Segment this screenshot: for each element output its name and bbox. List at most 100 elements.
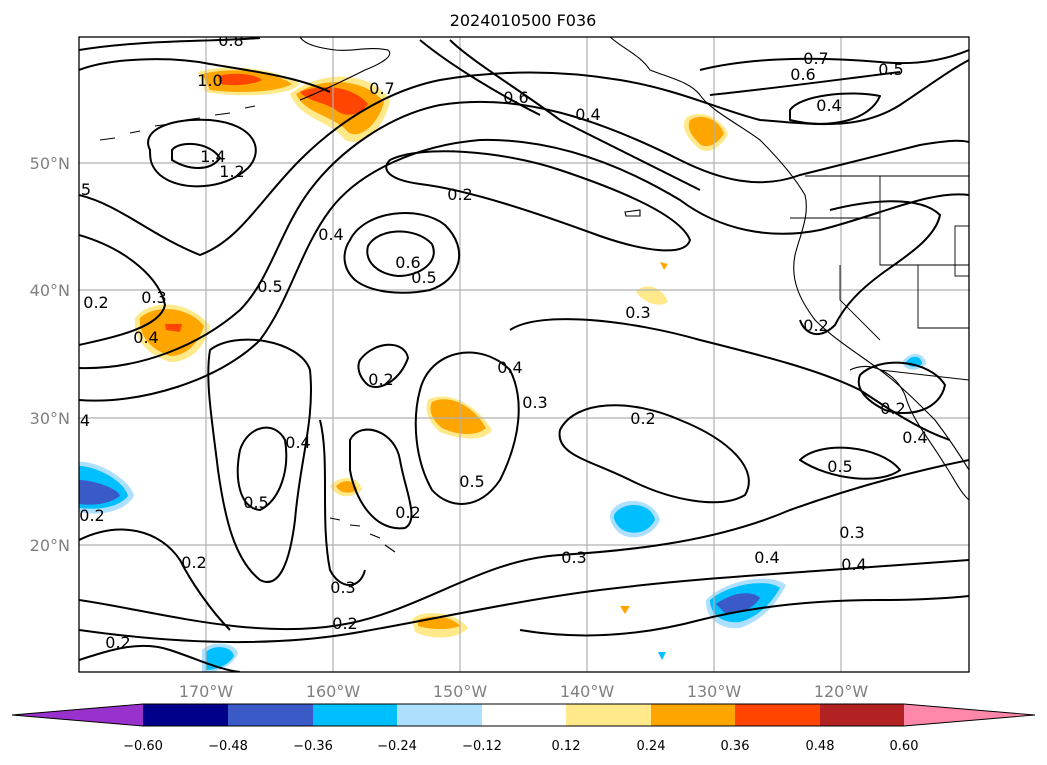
lat-label-40n: 40°N <box>30 281 70 300</box>
contour-label: 0.2 <box>447 185 472 204</box>
colorbar-tick-label: −0.36 <box>293 739 333 754</box>
lat-label-30n: 30°N <box>30 409 70 428</box>
contour-label: 1.0 <box>197 71 222 90</box>
contour-label: 0.2 <box>368 370 393 389</box>
positive-anomaly-core <box>165 324 182 332</box>
contour-line <box>79 559 969 643</box>
contour-line <box>79 138 969 402</box>
longitude-axis: 170°W 160°W 150°W 140°W 130°W 120°W <box>179 682 869 701</box>
positive-anomaly-core <box>218 73 262 86</box>
contour-label: 0.4 <box>754 548 779 567</box>
contour-label: 0.2 <box>79 506 104 525</box>
contour-line <box>799 446 901 480</box>
latitude-axis: 50°N 40°N 30°N 20°N <box>30 154 70 555</box>
contour-line <box>419 39 541 116</box>
contour-label: 0.5 <box>878 60 903 79</box>
contour-label: 0.5 <box>243 493 268 512</box>
contour-line <box>79 58 331 93</box>
contour-label: 0.5 <box>411 268 436 287</box>
contour-label: 0.3 <box>522 393 547 412</box>
colorbar-segment <box>735 704 820 726</box>
contour-label: 0.3 <box>839 523 864 542</box>
contour-label: 0.2 <box>803 316 828 335</box>
positive-anomaly-area <box>636 286 668 305</box>
colorbar-segment <box>482 704 566 726</box>
positive-anomaly-area <box>336 481 357 493</box>
map-title: 2024010500 F036 <box>450 11 597 30</box>
colorbar-tick-label: 0.48 <box>806 739 835 754</box>
colorbar-segment <box>143 704 228 726</box>
island-outline <box>624 209 641 217</box>
contour-line <box>79 59 969 256</box>
colorbar-segment <box>566 704 651 726</box>
contour-label: 0.4 <box>318 225 343 244</box>
lon-label-160w: 160°W <box>306 682 361 701</box>
contour-line <box>357 343 409 388</box>
contour-line <box>79 100 969 370</box>
contour-line <box>799 200 941 335</box>
contour-label: 0.4 <box>841 555 866 574</box>
contour-line <box>366 230 435 277</box>
colorbar-tick-label: −0.60 <box>123 739 163 754</box>
contour-line <box>79 234 166 346</box>
contour-label: 0.3 <box>141 288 166 307</box>
contour-line <box>79 644 241 672</box>
contour-line <box>449 39 701 191</box>
positive-anomaly-area <box>620 606 630 614</box>
contour-label: 0.6 <box>790 65 815 84</box>
contour-label: 0.5 <box>827 457 852 476</box>
contour-label: 0.3 <box>561 548 586 567</box>
contour-label: 0.8 <box>218 31 243 50</box>
contour-label: 0.7 <box>803 49 828 68</box>
contour-label: 0.2 <box>83 293 108 312</box>
contour-line <box>349 428 413 530</box>
lon-label-150w: 150°W <box>433 682 488 701</box>
contour-label: 5 <box>81 180 91 199</box>
positive-anomaly-area <box>688 116 724 147</box>
contour-line <box>519 595 969 637</box>
positive-anomaly-area <box>660 262 668 270</box>
colorbar-segment <box>313 704 397 726</box>
contour-line <box>414 351 520 505</box>
contour-label: 0.4 <box>285 433 310 452</box>
colorbar-tick-label: 0.24 <box>637 739 666 754</box>
map-panel: 0.8 1.0 0.7 0.7 0.6 0.5 0.4 0.6 0.4 1.4 … <box>79 31 969 672</box>
contour-label: 0.7 <box>369 79 394 98</box>
colorbar-segment <box>397 704 482 726</box>
contour-line <box>207 338 312 583</box>
colorbar-tick-label: −0.24 <box>377 739 417 754</box>
contour-lines <box>79 37 969 672</box>
contour-label: 1.4 <box>200 147 225 166</box>
contour-line <box>789 92 881 125</box>
contour-line <box>236 426 288 511</box>
contour-label: 4 <box>80 411 90 430</box>
contour-label: 1.2 <box>219 162 244 181</box>
map-frame <box>78 36 970 673</box>
contour-line <box>147 118 257 188</box>
contour-line <box>709 71 901 96</box>
lon-label-170w: 170°W <box>179 682 234 701</box>
contour-line <box>385 150 691 252</box>
contour-line <box>509 318 951 441</box>
contour-label: 0.2 <box>332 614 357 633</box>
contour-label: 0.4 <box>816 96 841 115</box>
negative-anomaly-area <box>658 652 666 660</box>
contour-label: 0.2 <box>395 503 420 522</box>
lon-label-120w: 120°W <box>814 682 869 701</box>
lake-outline <box>954 225 969 277</box>
lat-label-50n: 50°N <box>30 154 70 173</box>
colorbar-tick-label: −0.48 <box>208 739 248 754</box>
contour-label: 0.6 <box>395 253 420 272</box>
contour-label: 0.4 <box>497 358 522 377</box>
contour-label: 0.3 <box>330 578 355 597</box>
contour-label: 0.5 <box>459 472 484 491</box>
contour-label: 0.4 <box>133 328 158 347</box>
contour-label: 0.2 <box>181 553 206 572</box>
lon-label-140w: 140°W <box>560 682 615 701</box>
contour-label: 0.2 <box>105 633 130 652</box>
colorbar-extend-left <box>12 704 143 726</box>
contour-label: 0.6 <box>503 88 528 107</box>
colorbar-tick-label: 0.36 <box>721 739 750 754</box>
negative-anomaly-core <box>79 480 120 505</box>
political-borders <box>790 175 969 381</box>
